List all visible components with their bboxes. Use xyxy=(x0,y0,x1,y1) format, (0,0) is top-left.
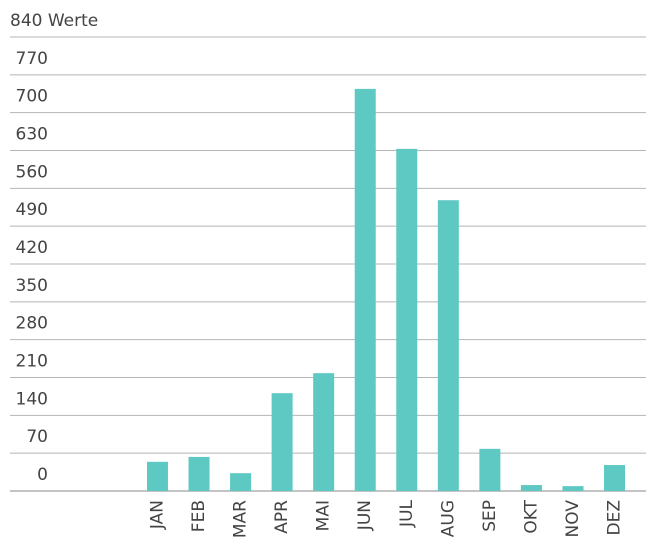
x-tick-label: SEP xyxy=(480,500,500,532)
y-tick-label: 140 xyxy=(16,389,48,409)
y-tick-label: 70 xyxy=(26,427,48,447)
x-tick-label: DEZ xyxy=(605,500,625,535)
bar xyxy=(146,461,168,491)
y-tick-label: 420 xyxy=(16,238,48,258)
bar xyxy=(562,486,584,491)
y-tick-label: 700 xyxy=(16,87,48,107)
y-tick-label: 490 xyxy=(16,200,48,220)
x-tick-label: JAN xyxy=(147,500,167,530)
x-tick-label: JUL xyxy=(397,499,417,527)
x-tick-label: FEB xyxy=(189,500,209,532)
bar xyxy=(479,448,501,491)
bar xyxy=(437,200,459,491)
bar xyxy=(604,465,626,491)
x-tick-label: AUG xyxy=(438,500,458,537)
x-tick-label: MAI xyxy=(314,500,334,531)
bar xyxy=(188,456,210,491)
x-tick-label: APR xyxy=(272,500,292,534)
y-tick-label: 280 xyxy=(16,314,48,334)
bar xyxy=(271,393,293,491)
x-tick-label: JUN xyxy=(355,500,375,531)
y-tick-label: 210 xyxy=(16,352,48,372)
y-tick-label: 350 xyxy=(16,276,48,296)
x-tick-label: NOV xyxy=(563,500,583,538)
x-tick-label: OKT xyxy=(521,499,541,533)
bar xyxy=(520,485,542,491)
y-tick-label: 840 Werte xyxy=(10,11,98,31)
y-tick-label: 560 xyxy=(16,162,48,182)
bar xyxy=(230,473,252,491)
y-tick-label: 0 xyxy=(37,465,48,485)
y-tick-label: 630 xyxy=(16,125,48,145)
y-tick-label: 770 xyxy=(16,49,48,69)
bar xyxy=(313,373,335,491)
x-tick-label: MAR xyxy=(231,500,251,538)
bar xyxy=(354,88,376,491)
bar xyxy=(396,148,418,491)
